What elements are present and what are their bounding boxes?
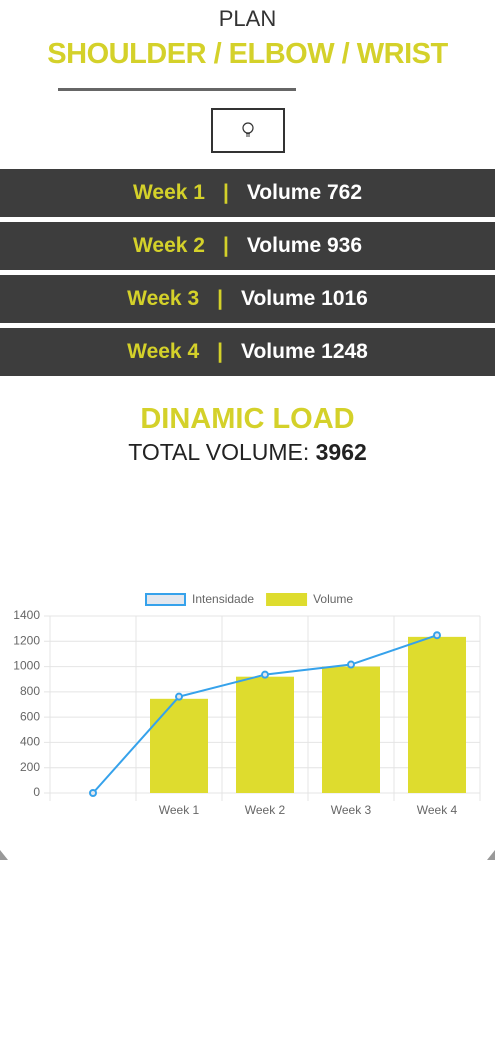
week-separator: |	[217, 340, 224, 363]
week-row[interactable]: Week 3 | Volume 1016	[0, 275, 495, 323]
legend-label: Intensidade	[192, 592, 254, 606]
y-tick-label: 800	[20, 684, 40, 698]
week-row[interactable]: Week 4 | Volume 1248	[0, 328, 495, 376]
bar	[408, 636, 466, 793]
y-tick-label: 0	[33, 785, 40, 799]
y-tick-label: 1400	[13, 608, 40, 622]
bar	[236, 676, 294, 793]
week-label: Week 3	[127, 287, 200, 310]
x-tick-label: Week 4	[417, 803, 458, 817]
total-value: 3962	[315, 439, 367, 465]
x-tick-label: Week 2	[245, 803, 286, 817]
week-label: Week 1	[132, 181, 205, 204]
tip-button[interactable]	[211, 108, 285, 153]
bulb-icon	[242, 122, 254, 137]
y-tick-label: 1000	[13, 659, 40, 673]
week-separator: |	[217, 287, 224, 310]
bar	[322, 666, 380, 793]
chart: 0 200 400 600 800 1000 1200 1400 Week 1 Week 2 Wee…	[13, 592, 481, 817]
legend-swatch	[145, 593, 186, 606]
point	[433, 631, 441, 640]
divider	[58, 88, 296, 91]
section-heading: DINAMIC LOAD	[140, 403, 355, 435]
point	[347, 660, 355, 669]
week-separator: |	[222, 234, 229, 257]
corners	[0, 850, 495, 860]
point	[89, 789, 97, 797]
x-tick-label: Week 3	[331, 803, 372, 817]
y-tick-label: 600	[20, 709, 40, 723]
y-tick-label: 1200	[13, 633, 40, 647]
legend-swatch	[266, 593, 308, 606]
legend-label: Volume	[313, 592, 353, 606]
week-volume: Volume 1248	[241, 340, 368, 363]
point	[175, 692, 183, 701]
week-row[interactable]: Week 1 | Volume 762	[0, 169, 495, 217]
x-tick-label: Week 1	[159, 803, 200, 817]
point	[261, 670, 269, 679]
week-row[interactable]: Week 2 | Volume 936	[0, 222, 495, 270]
total-volume: TOTAL VOLUME: 3962	[0, 439, 495, 466]
week-volume: Volume 762	[246, 181, 363, 204]
week-volume: Volume 936	[246, 234, 363, 257]
week-label: Week 2	[132, 234, 205, 257]
week-separator: |	[222, 181, 229, 204]
y-tick-label: 200	[20, 760, 40, 774]
week-volume: Volume 1016	[241, 287, 368, 310]
plan-label: PLAN	[218, 6, 277, 31]
total-label: TOTAL VOLUME:	[128, 439, 310, 465]
y-tick-label: 400	[20, 735, 40, 749]
plan-title: SHOULDER / ELBOW / WRIST	[47, 38, 448, 70]
week-label: Week 4	[127, 340, 200, 363]
bar	[150, 698, 208, 793]
